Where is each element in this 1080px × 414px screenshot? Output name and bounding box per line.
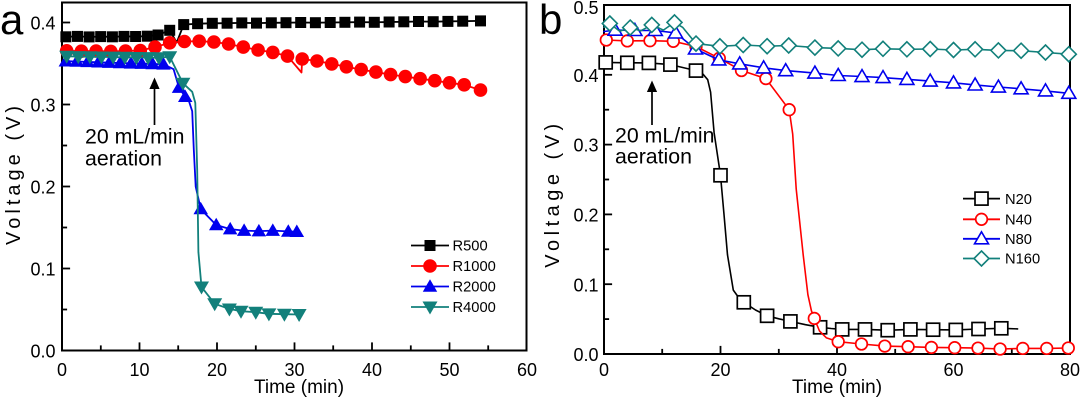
svg-text:N20: N20: [1005, 192, 1032, 208]
svg-text:0.4: 0.4: [573, 66, 598, 86]
svg-text:Time (min): Time (min): [792, 377, 882, 398]
svg-text:N160: N160: [1005, 252, 1040, 268]
svg-text:20: 20: [207, 360, 227, 380]
svg-text:0.1: 0.1: [30, 260, 55, 280]
svg-text:0.0: 0.0: [573, 345, 598, 365]
svg-text:80: 80: [1060, 360, 1080, 380]
svg-text:Voltage (V): Voltage (V): [3, 102, 25, 245]
svg-text:R2000: R2000: [453, 280, 496, 296]
svg-text:0.4: 0.4: [30, 14, 55, 34]
svg-text:40: 40: [827, 360, 847, 380]
svg-text:60: 60: [517, 360, 537, 380]
svg-text:0.2: 0.2: [573, 206, 598, 226]
svg-text:20 mL/min: 20 mL/min: [615, 124, 714, 148]
svg-text:0: 0: [599, 360, 609, 380]
svg-text:Time (min): Time (min): [254, 377, 344, 398]
svg-text:0.3: 0.3: [30, 96, 55, 116]
svg-text:10: 10: [129, 360, 149, 380]
svg-text:40: 40: [362, 360, 382, 380]
svg-text:aeration: aeration: [85, 147, 162, 171]
svg-text:60: 60: [943, 360, 963, 380]
svg-text:0.2: 0.2: [30, 178, 55, 198]
svg-text:0.0: 0.0: [30, 342, 55, 362]
svg-text:R500: R500: [453, 239, 488, 255]
svg-text:0.5: 0.5: [573, 0, 598, 18]
svg-text:50: 50: [439, 360, 459, 380]
svg-text:b: b: [539, 0, 562, 43]
svg-text:Voltage (V): Voltage (V): [542, 119, 564, 267]
svg-text:N40: N40: [1005, 213, 1032, 229]
svg-text:0: 0: [57, 360, 67, 380]
svg-text:20 mL/min: 20 mL/min: [85, 125, 184, 149]
svg-text:20: 20: [710, 360, 730, 380]
svg-text:0.1: 0.1: [573, 275, 598, 295]
svg-text:R4000: R4000: [453, 300, 496, 316]
svg-text:a: a: [0, 0, 24, 43]
svg-text:aeration: aeration: [615, 145, 692, 169]
svg-text:R1000: R1000: [453, 259, 496, 275]
svg-text:0.3: 0.3: [573, 136, 598, 156]
svg-text:N80: N80: [1005, 232, 1032, 248]
svg-text:30: 30: [284, 360, 304, 380]
